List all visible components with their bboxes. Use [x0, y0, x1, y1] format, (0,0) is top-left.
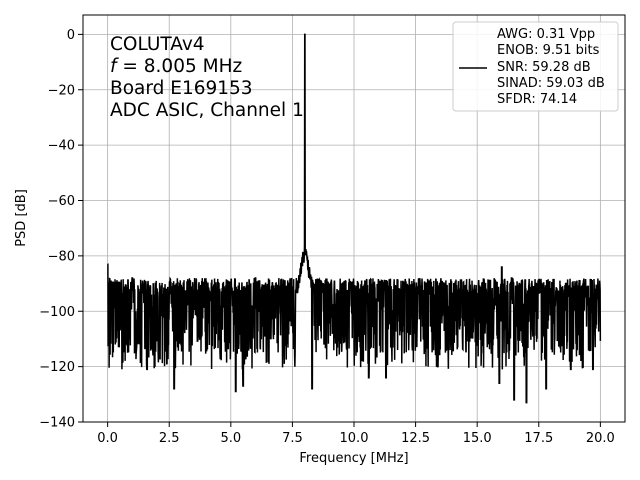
- y-tick-label: −140: [39, 416, 75, 431]
- legend-entry-awg: AWG: 0.31 Vpp: [497, 27, 595, 42]
- legend-entry-sfdr: SFDR: 74.14: [497, 92, 577, 107]
- legend-box: [452, 21, 619, 112]
- y-axis-ticks: 0 −20 −40 −60 −80 −100 −120 −140: [39, 28, 83, 431]
- legend: AWG: 0.31 Vpp ENOB: 9.51 bits SNR: 59.28…: [452, 21, 619, 112]
- y-tick-label: 0: [67, 28, 75, 43]
- psd-series: [107, 33, 602, 404]
- x-tick-label: 17.5: [524, 431, 553, 446]
- x-tick-label: 20.0: [586, 431, 615, 446]
- x-axis-label: Frequency [MHz]: [299, 451, 408, 466]
- annotation-device: COLUTAv4: [110, 34, 205, 55]
- y-tick-label: −120: [39, 360, 75, 375]
- y-tick-label: −60: [48, 194, 75, 209]
- y-tick-label: −20: [48, 83, 75, 98]
- x-tick-label: 2.5: [159, 431, 180, 446]
- x-tick-label: 5.0: [220, 431, 241, 446]
- x-tick-label: 0.0: [97, 431, 118, 446]
- annotation-frequency: f = 8.005 MHz: [110, 56, 242, 77]
- x-tick-label: 15.0: [463, 431, 492, 446]
- psd-line: [107, 33, 602, 404]
- x-tick-label: 12.5: [401, 431, 430, 446]
- y-tick-label: −40: [48, 139, 75, 154]
- legend-entry-enob: ENOB: 9.51 bits: [497, 43, 600, 58]
- y-tick-label: −80: [48, 249, 75, 264]
- annotation-channel: ADC ASIC, Channel 1: [110, 100, 304, 121]
- legend-entry-snr: SNR: 59.28 dB: [497, 60, 591, 75]
- legend-entry-sinad: SINAD: 59.03 dB: [497, 76, 605, 91]
- annotation-frequency-value: = 8.005 MHz: [117, 56, 243, 77]
- annotation-frequency-symbol: f: [110, 56, 119, 77]
- x-tick-label: 10.0: [340, 431, 369, 446]
- annotation-board: Board E169153: [110, 78, 253, 99]
- x-axis-ticks: 0.0 2.5 5.0 7.5 10.0 12.5 15.0 17.5 20.0: [97, 422, 615, 446]
- chart-annotation: COLUTAv4 f = 8.005 MHz Board E169153 ADC…: [110, 34, 304, 121]
- y-tick-label: −100: [39, 305, 75, 320]
- y-axis-label: PSD [dB]: [14, 189, 29, 247]
- x-tick-label: 7.5: [282, 431, 303, 446]
